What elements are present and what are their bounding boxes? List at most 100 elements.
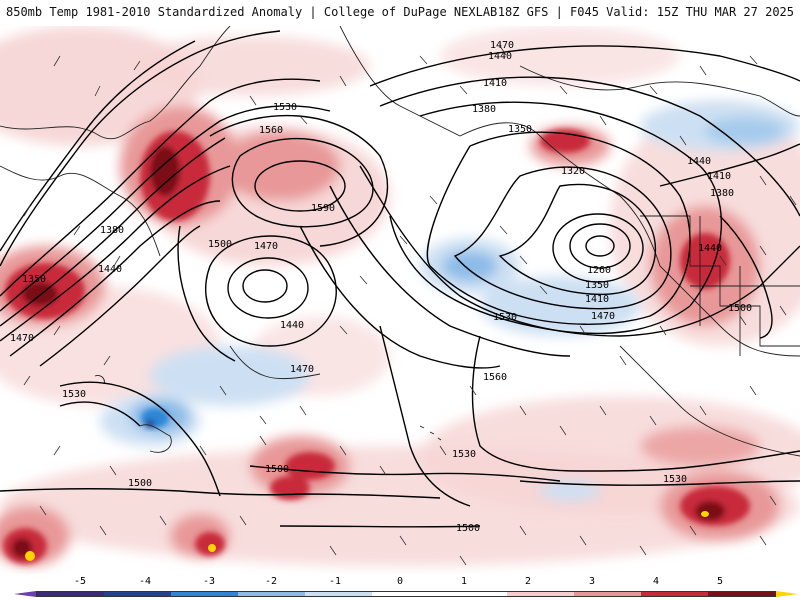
contour-1500-nw bbox=[177, 225, 236, 362]
colorbar-segment bbox=[171, 592, 239, 596]
contour-1530-nw bbox=[209, 114, 389, 247]
contour-nw-8 bbox=[0, 40, 196, 252]
label-1470-mid2: 1470 bbox=[290, 364, 314, 375]
label-1530-w2: 1530 bbox=[62, 389, 86, 400]
contour-1500-s2 bbox=[279, 525, 481, 528]
colorbar-segment bbox=[104, 592, 172, 596]
contour-1350-low bbox=[453, 166, 672, 310]
colorbar-strip bbox=[36, 591, 776, 597]
colorbar-segment bbox=[238, 592, 306, 596]
label-1470-nw: 1470 bbox=[254, 241, 278, 252]
contour-1410 bbox=[389, 101, 723, 335]
colorbar-tick: 2 bbox=[524, 576, 532, 587]
contour-nw-5 bbox=[9, 200, 221, 357]
label-1500-s1: 1500 bbox=[265, 464, 289, 475]
label-1500-s2: 1500 bbox=[456, 523, 480, 534]
label-1410-e: 1410 bbox=[707, 171, 731, 182]
label-1350-ak: 1350 bbox=[508, 124, 532, 135]
colorbar-tick: 5 bbox=[716, 576, 724, 587]
label-1590: 1590 bbox=[311, 203, 335, 214]
contour-1410-w bbox=[242, 269, 288, 303]
header-bar: 850mb Temp 1981-2010 Standardized Anomal… bbox=[0, 0, 800, 26]
colorbar-segment bbox=[439, 592, 507, 596]
colorbar-segment bbox=[372, 592, 440, 596]
colorbar-segment bbox=[506, 592, 574, 596]
contour-1230 bbox=[585, 235, 615, 257]
contour-1530-w1 bbox=[59, 381, 221, 497]
label-1470-w: 1470 bbox=[10, 333, 34, 344]
colorbar-tick: -1 bbox=[328, 576, 342, 587]
contour-1530-s bbox=[249, 465, 561, 482]
contour-1380 bbox=[426, 131, 691, 325]
contour-nw-2 bbox=[0, 105, 331, 312]
contour-nw-4 bbox=[0, 165, 231, 342]
label-1350-w: 1350 bbox=[22, 274, 46, 285]
contour-1560 bbox=[231, 137, 374, 228]
label-1440-w: 1440 bbox=[98, 264, 122, 275]
model-valid-time: 18Z GFS | F045 Valid: 15Z THU MAR 27 202… bbox=[497, 5, 794, 19]
colorbar: -5 -4 -3 -2 -1 0 1 2 3 4 5 bbox=[0, 574, 800, 600]
contour-1530-se bbox=[519, 480, 800, 486]
label-1380-top: 1380 bbox=[472, 104, 496, 115]
colorbar-segment bbox=[305, 592, 373, 596]
contour-1500-e bbox=[719, 215, 773, 339]
label-1260: 1260 bbox=[587, 265, 611, 276]
colorbar-min-arrow bbox=[14, 591, 36, 597]
label-1530-mid: 1530 bbox=[493, 312, 517, 323]
label-1320: 1320 bbox=[561, 166, 585, 177]
label-1470-top: 1470 bbox=[490, 40, 514, 51]
contour-1470-low bbox=[359, 165, 800, 337]
contour-1590 bbox=[254, 160, 346, 212]
label-1500-sw: 1500 bbox=[128, 478, 152, 489]
contour-nw-3 bbox=[0, 137, 226, 327]
contour-nw-6 bbox=[39, 225, 201, 367]
label-1530-w1: 1530 bbox=[273, 102, 297, 113]
label-1410-low: 1410 bbox=[585, 294, 609, 305]
contour-nw-1 bbox=[0, 78, 321, 297]
colorbar-tick: -3 bbox=[202, 576, 216, 587]
label-1440-top: 1440 bbox=[488, 51, 512, 62]
contour-1500-sw bbox=[0, 488, 441, 499]
colorbar-segment bbox=[37, 592, 105, 596]
contour-labels: 1470 1440 1410 1380 1350 1320 1260 1350 … bbox=[10, 40, 752, 534]
contour-1560-south bbox=[471, 335, 800, 472]
colorbar-tick: 3 bbox=[588, 576, 596, 587]
label-1440-e: 1440 bbox=[687, 156, 711, 167]
label-1380-w: 1380 bbox=[100, 225, 124, 236]
contour-1470-w bbox=[205, 235, 337, 347]
contour-1440-e bbox=[659, 143, 800, 187]
colorbar-tick: 0 bbox=[396, 576, 404, 587]
label-1380-e: 1380 bbox=[710, 188, 734, 199]
label-1350-low: 1350 bbox=[585, 280, 609, 291]
height-contours bbox=[0, 30, 800, 528]
contour-nw-7 bbox=[0, 30, 281, 267]
label-1560-nw: 1560 bbox=[259, 125, 283, 136]
map-title: 850mb Temp 1981-2010 Standardized Anomal… bbox=[6, 5, 498, 19]
label-1500-e: 1500 bbox=[728, 303, 752, 314]
colorbar-max-arrow bbox=[776, 591, 798, 597]
label-1470-low: 1470 bbox=[591, 311, 615, 322]
label-1410-top: 1410 bbox=[483, 78, 507, 89]
label-1500-nw: 1500 bbox=[208, 239, 232, 250]
contour-1470-top bbox=[369, 45, 800, 87]
colorbar-segment bbox=[707, 592, 776, 596]
label-1530-se: 1530 bbox=[663, 474, 687, 485]
extreme-warm-spots bbox=[25, 511, 709, 561]
contour-1530-w2 bbox=[59, 401, 141, 427]
wind-barbs bbox=[23, 45, 797, 566]
colorbar-tick: 1 bbox=[460, 576, 468, 587]
contour-1320 bbox=[498, 183, 657, 296]
colorbar-segment bbox=[573, 592, 641, 596]
colorbar-tick: -5 bbox=[73, 576, 87, 587]
label-1560-mid: 1560 bbox=[483, 372, 507, 383]
colorbar-segment bbox=[640, 592, 708, 596]
colorbar-tick: 4 bbox=[652, 576, 660, 587]
label-1440-mid: 1440 bbox=[280, 320, 304, 331]
contour-1260 bbox=[569, 223, 631, 269]
label-1530-s: 1530 bbox=[452, 449, 476, 460]
anomaly-map: 1470 1440 1410 1380 1350 1320 1260 1350 … bbox=[0, 26, 800, 574]
coastlines bbox=[0, 26, 800, 457]
colorbar-tick: -4 bbox=[138, 576, 152, 587]
contour-1560-mid bbox=[379, 325, 471, 507]
contour-1440-w bbox=[227, 257, 309, 319]
